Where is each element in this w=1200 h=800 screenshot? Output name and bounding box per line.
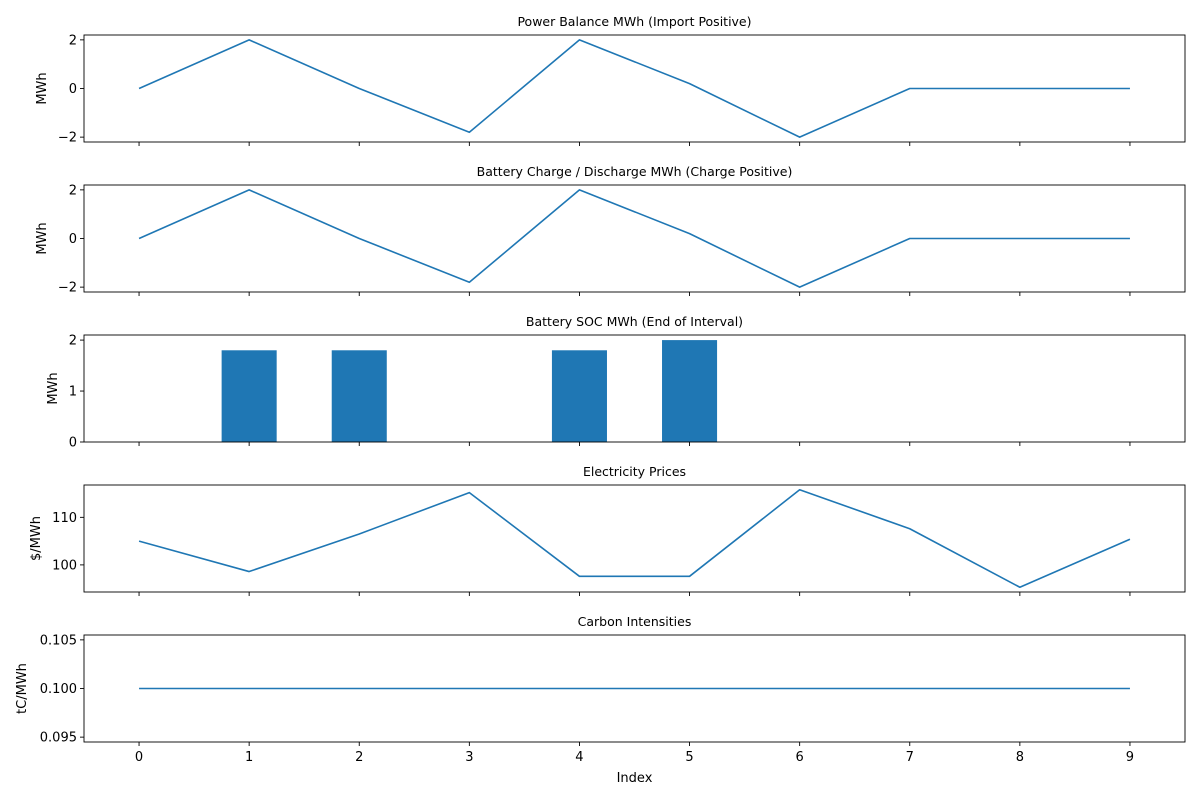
y-tick-label: 1 — [69, 385, 77, 400]
x-tick-label: 1 — [245, 750, 253, 765]
subplot-title: Power Balance MWh (Import Positive) — [517, 14, 751, 29]
subplot: Battery SOC MWh (End of Interval) MWh 0 1 2 — [46, 314, 1186, 451]
y-tick-label: 0.095 — [40, 731, 77, 746]
subplot-title: Battery SOC MWh (End of Interval) — [526, 314, 743, 329]
bar — [662, 340, 718, 442]
x-tick-label: 4 — [575, 750, 583, 765]
subplot-title: Carbon Intensities — [578, 614, 692, 629]
x-tick-label: 8 — [1016, 750, 1024, 765]
y-tick-label: 0.100 — [40, 682, 77, 697]
y-tick-label: 0 — [69, 436, 77, 451]
y-tick-label: 100 — [52, 558, 77, 573]
y-tick-label: 2 — [69, 334, 77, 349]
y-tick-label: 0 — [69, 82, 77, 97]
bar — [331, 350, 387, 442]
subplot: Carbon Intensities tC/MWh 0.095 0.100 0.105 0… — [15, 614, 1186, 765]
subplots: Power Balance MWh (Import Positive) MWh −2… — [15, 14, 1186, 765]
x-tick-label: 6 — [796, 750, 804, 765]
y-tick-label: 2 — [69, 183, 77, 198]
y-tick-label: 110 — [52, 511, 77, 526]
subplot: Battery Charge / Discharge MWh (Charge P… — [35, 164, 1186, 296]
y-tick-label: −2 — [58, 281, 77, 296]
series-line — [138, 39, 1130, 138]
x-tick-label: 7 — [906, 750, 914, 765]
subplot-title: Battery Charge / Discharge MWh (Charge P… — [477, 164, 793, 179]
subplot-title: Electricity Prices — [583, 464, 686, 479]
x-tick-label: 9 — [1126, 750, 1134, 765]
x-tick-label: 3 — [465, 750, 473, 765]
y-axis-label: MWh — [46, 372, 61, 404]
bar — [551, 350, 607, 442]
y-axis-label: MWh — [35, 72, 50, 104]
x-tick-label: 2 — [355, 750, 363, 765]
bar — [221, 350, 277, 442]
y-tick-label: 0.105 — [40, 633, 77, 648]
y-axis-label: MWh — [35, 222, 50, 254]
y-axis-label: $/MWh — [29, 516, 44, 561]
axes-frame — [83, 334, 1186, 443]
axes-frame — [83, 484, 1186, 593]
series-line — [138, 189, 1130, 288]
y-tick-label: −2 — [58, 131, 77, 146]
series-line — [138, 488, 1131, 589]
x-tick-label: 5 — [685, 750, 693, 765]
y-axis-label: tC/MWh — [15, 663, 30, 714]
subplot: Power Balance MWh (Import Positive) MWh −2… — [35, 14, 1186, 146]
y-tick-label: 0 — [69, 232, 77, 247]
x-axis-label: Index — [617, 771, 653, 786]
x-tick-label: 0 — [135, 750, 143, 765]
subplot: Electricity Prices $/MWh 100 110 — [29, 464, 1186, 596]
y-tick-label: 2 — [69, 33, 77, 48]
